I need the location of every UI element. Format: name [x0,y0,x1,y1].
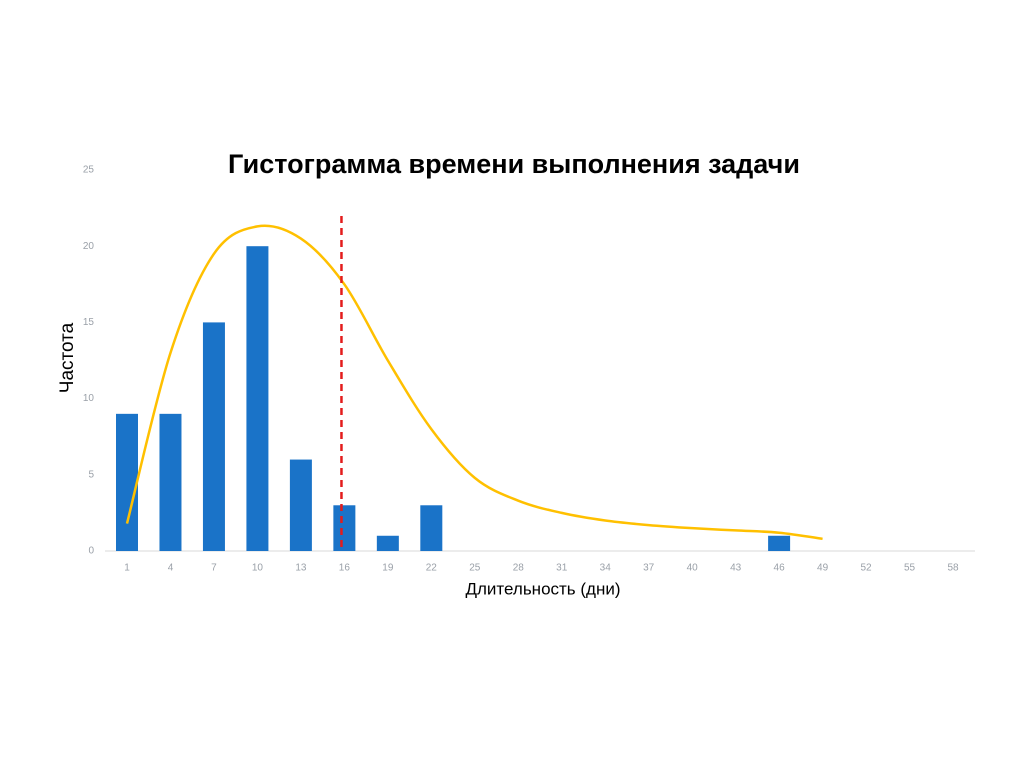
y-tick-label: 25 [83,165,95,176]
y-tick-label: 20 [83,241,95,252]
density-curve [125,224,823,541]
x-tick-label: 7 [211,563,217,574]
y-tick-label: 10 [83,393,95,404]
y-tick-label: 0 [88,546,94,557]
x-tick-label: 43 [730,563,742,574]
x-tick-label: 13 [295,563,307,574]
y-axis-label: Частота [57,322,78,393]
x-tick-label: 19 [382,563,394,574]
bar [202,322,225,551]
bar [420,505,443,551]
x-tick-label: 40 [687,563,699,574]
bar [333,505,356,551]
x-tick-label: 10 [252,563,264,574]
x-tick-label: 55 [904,563,916,574]
x-tick-label: 58 [947,563,959,574]
bar [116,413,138,551]
x-tick-label: 4 [168,563,174,574]
bar [159,413,182,551]
x-tick-label: 25 [469,563,481,574]
x-tick-label: 46 [774,563,786,574]
bar [768,535,791,551]
x-axis-label: Длительность (дни) [465,579,620,598]
x-tick-label: 16 [339,563,351,574]
x-tick-label: 22 [426,563,438,574]
x-tick-label: 31 [556,563,568,574]
y-tick-label: 15 [83,317,95,328]
bar [246,246,269,551]
y-tick-label: 5 [88,469,94,480]
chart-title: Гистограмма времени выполнения задачи [228,149,800,179]
x-tick-label: 52 [860,563,872,574]
bar [289,459,312,551]
x-tick-label: 1 [124,563,130,574]
x-tick-label: 34 [600,563,612,574]
x-tick-label: 37 [643,563,655,574]
x-tick-label: 28 [513,563,525,574]
bar [376,535,399,551]
x-tick-label: 49 [817,563,829,574]
